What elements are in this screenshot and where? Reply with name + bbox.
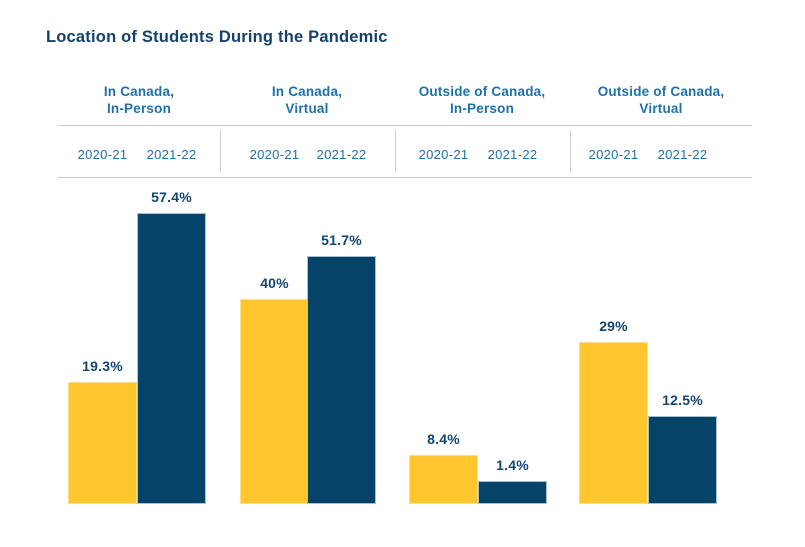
bar-2021-22: [478, 481, 547, 504]
column-divider: [395, 130, 396, 172]
column-divider: [220, 130, 221, 172]
group-label-line: Virtual: [285, 101, 329, 116]
group-label-line: Outside of Canada,: [597, 84, 725, 99]
group-label-line: Outside of Canada,: [418, 84, 546, 99]
year-label: 2020-21: [588, 147, 639, 162]
group-label-line: In-Person: [449, 101, 515, 116]
bar-2021-22: [648, 416, 717, 504]
bar-value-label: 1.4%: [496, 457, 529, 473]
bar-2020-21: [579, 342, 648, 504]
bar-2021-22: [137, 213, 206, 504]
group-label-line: In-Person: [106, 101, 172, 116]
year-label: 2021-22: [316, 147, 367, 162]
group-label-line: In Canada,: [103, 84, 175, 99]
year-label: 2020-21: [418, 147, 469, 162]
header-rule-bottom: [58, 177, 752, 178]
year-label: 2021-22: [487, 147, 538, 162]
year-label: 2020-21: [77, 147, 128, 162]
group-label: In Canada, In-Person: [49, 83, 229, 117]
bar-value-label: 57.4%: [151, 189, 192, 205]
chart-title: Location of Students During the Pandemic: [46, 28, 388, 46]
bar-2020-21: [409, 455, 478, 504]
bar-value-label: 12.5%: [662, 392, 703, 408]
column-divider: [570, 130, 571, 172]
group-label: Outside of Canada, In-Person: [392, 83, 572, 117]
group-label: In Canada, Virtual: [217, 83, 397, 117]
year-label: 2021-22: [657, 147, 708, 162]
year-label: 2020-21: [249, 147, 300, 162]
bar-2020-21: [240, 299, 309, 504]
group-label-line: In Canada,: [271, 84, 343, 99]
bar-value-label: 19.3%: [82, 358, 123, 374]
header-rule-top: [58, 125, 752, 126]
group-label-line: Virtual: [639, 101, 683, 116]
group-label: Outside of Canada, Virtual: [571, 83, 751, 117]
bar-value-label: 51.7%: [321, 232, 362, 248]
bar-value-label: 8.4%: [427, 431, 460, 447]
bar-2021-22: [307, 256, 376, 504]
year-label: 2021-22: [146, 147, 197, 162]
bar-2020-21: [68, 382, 137, 504]
bar-value-label: 40%: [260, 275, 289, 291]
bar-value-label: 29%: [599, 318, 628, 334]
